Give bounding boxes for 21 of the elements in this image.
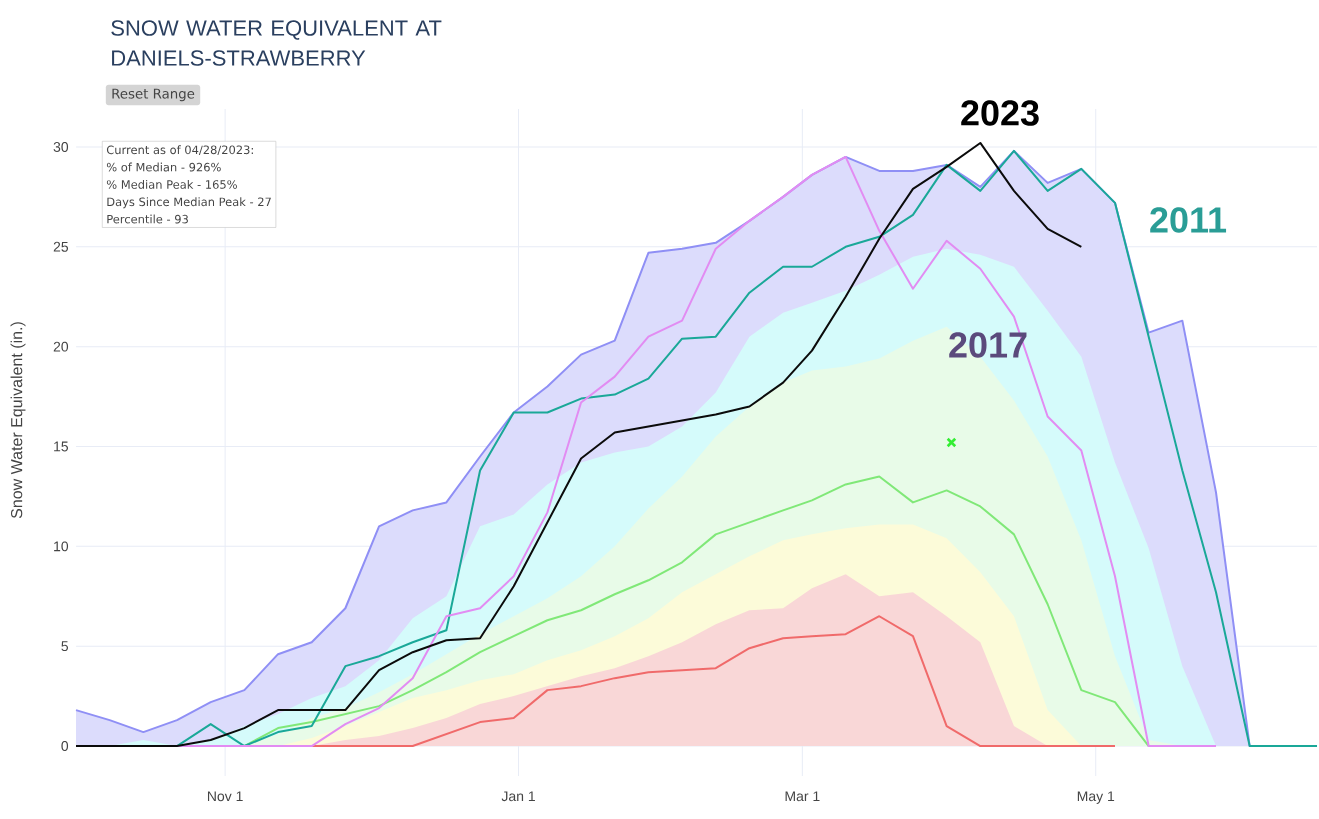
chart-title: SNOW WATER EQUIVALENT AT DANIELS-STRAWBERRY: [111, 20, 442, 66]
y-tick-label: 30: [53, 141, 69, 152]
annotation: 2023: [961, 100, 1039, 126]
y-tick-label: 0: [61, 741, 69, 752]
x-tick-label: Jan 1: [501, 791, 535, 802]
y-tick-label: 10: [54, 541, 69, 552]
annotation: Percentile - 93: [107, 214, 188, 224]
y-tick-label: 20: [53, 341, 69, 352]
x-tick-label: Nov 1: [207, 791, 243, 802]
annotation: Current as of 04/28/2023:: [106, 145, 253, 156]
annotation: % Median Peak - 165%: [106, 179, 237, 189]
x-tick-label: Mar 1: [785, 791, 820, 802]
y-tick-label: 25: [53, 241, 69, 252]
annotation: 2011: [1150, 207, 1227, 233]
y-axis-title: Snow Water Equivalent (in.): [10, 322, 26, 519]
x-tick-label: May 1: [1077, 791, 1115, 804]
y-tick-label: 5: [61, 641, 69, 652]
y-tick-label: 15: [54, 441, 69, 452]
annotation: % of Median - 926%: [106, 162, 221, 172]
text: Reset Range: [112, 88, 195, 102]
annotation: Days Since Median Peak - 27: [107, 197, 271, 209]
